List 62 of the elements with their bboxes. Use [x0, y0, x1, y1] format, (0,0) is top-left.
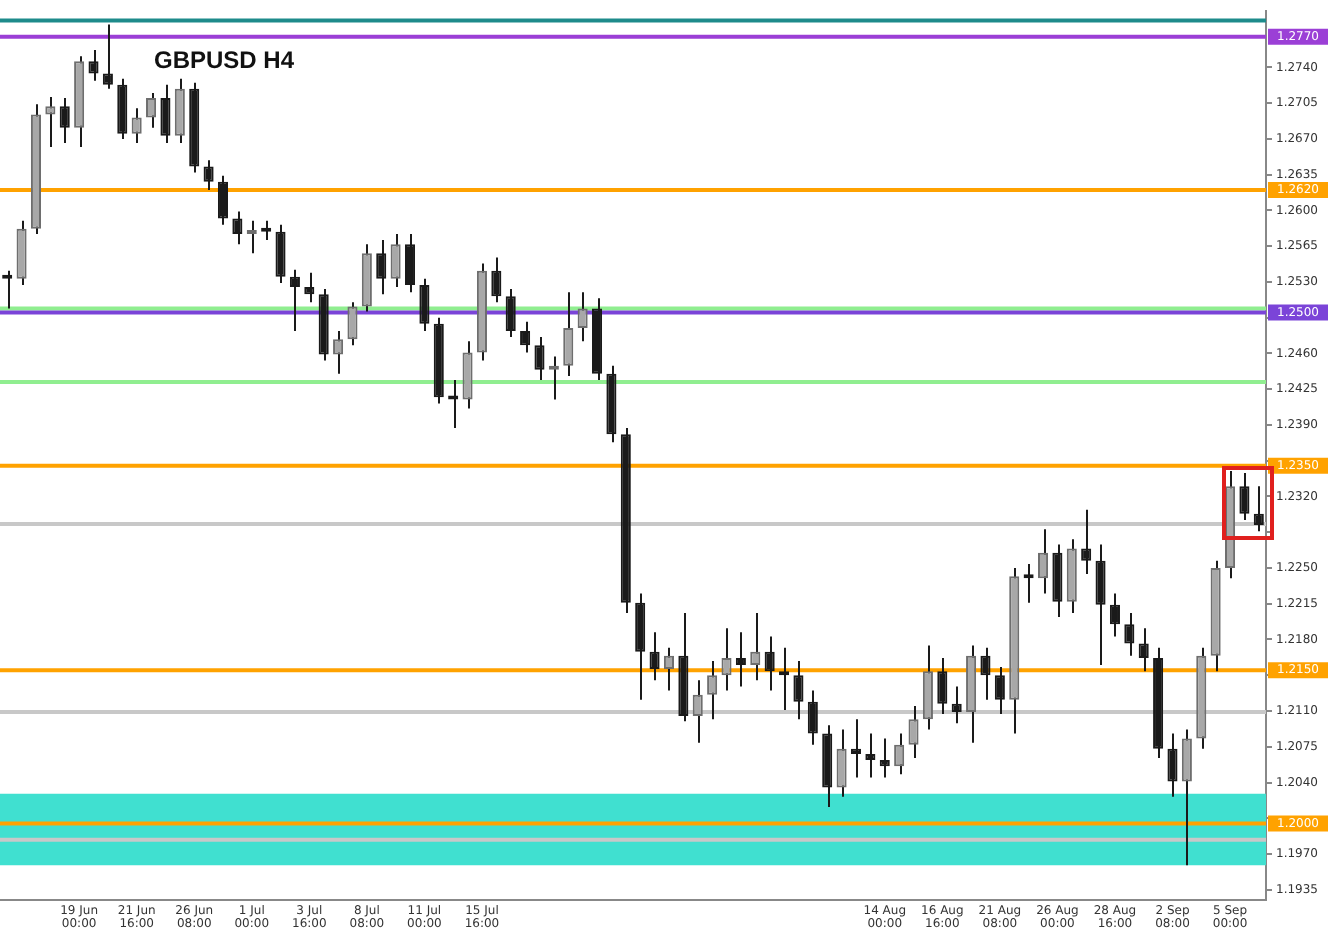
- candlestick: [1095, 543, 1106, 667]
- candlestick: [735, 631, 746, 688]
- candlestick: [347, 301, 358, 347]
- candlestick: [333, 329, 344, 375]
- candlestick: [304, 271, 315, 304]
- candlestick: [174, 77, 185, 144]
- candlestick: [1167, 732, 1178, 798]
- candlestick: [663, 646, 674, 692]
- candlestick: [1138, 627, 1149, 673]
- candlestick: [275, 223, 286, 284]
- candlestick: [1239, 471, 1250, 521]
- candlestick: [894, 732, 905, 776]
- candlestick: [879, 737, 890, 779]
- candlestick: [491, 256, 502, 304]
- candlestick: [922, 644, 933, 731]
- candlestick: [721, 627, 732, 692]
- candlestick: [994, 666, 1005, 716]
- candlestick: [1181, 728, 1192, 867]
- candlestick: [505, 288, 516, 339]
- candlestick: [707, 659, 718, 721]
- candlestick: [764, 635, 775, 692]
- candlestick: [1081, 508, 1092, 576]
- candlestick: [289, 268, 300, 332]
- candlestick: [937, 656, 948, 716]
- candlestick: [750, 611, 761, 682]
- candlestick: [563, 291, 574, 377]
- candlestick: [865, 732, 876, 779]
- candlestick: [376, 239, 387, 296]
- candlestick: [59, 97, 70, 144]
- candlestick: [45, 96, 56, 149]
- candlestick: [908, 704, 919, 759]
- text: GBPUSD H4: [154, 45, 295, 74]
- candlestick: [1052, 543, 1063, 619]
- candlestick: [117, 77, 128, 140]
- candlestick: [131, 107, 142, 144]
- candlestick: [1124, 611, 1135, 657]
- candlestick: [102, 23, 113, 90]
- candlestick: [836, 728, 847, 798]
- candlestick: [951, 685, 962, 725]
- candlestick: [88, 49, 99, 82]
- candlestick: [1109, 592, 1120, 638]
- candlestick: [246, 219, 257, 255]
- candlestick: [217, 174, 229, 226]
- candlestick: [404, 232, 416, 294]
- candlestick: [692, 679, 703, 744]
- candlestick: [793, 659, 804, 721]
- candlestick: [16, 219, 27, 286]
- candlestick: [146, 91, 157, 129]
- candlestick: [1253, 485, 1264, 533]
- candlestick: [807, 689, 818, 746]
- candlestick: [232, 210, 243, 246]
- candlestick: [649, 631, 660, 682]
- candlestick: [534, 336, 545, 381]
- candlestick: [577, 291, 588, 343]
- candlestick: [980, 646, 991, 701]
- candlestick: [390, 232, 401, 289]
- candlestick: [419, 277, 430, 332]
- candlestick: [462, 340, 473, 410]
- candlestick: [1037, 528, 1049, 595]
- candlestick: [160, 83, 171, 144]
- candlestick: [635, 592, 646, 701]
- candlestick: [203, 159, 214, 191]
